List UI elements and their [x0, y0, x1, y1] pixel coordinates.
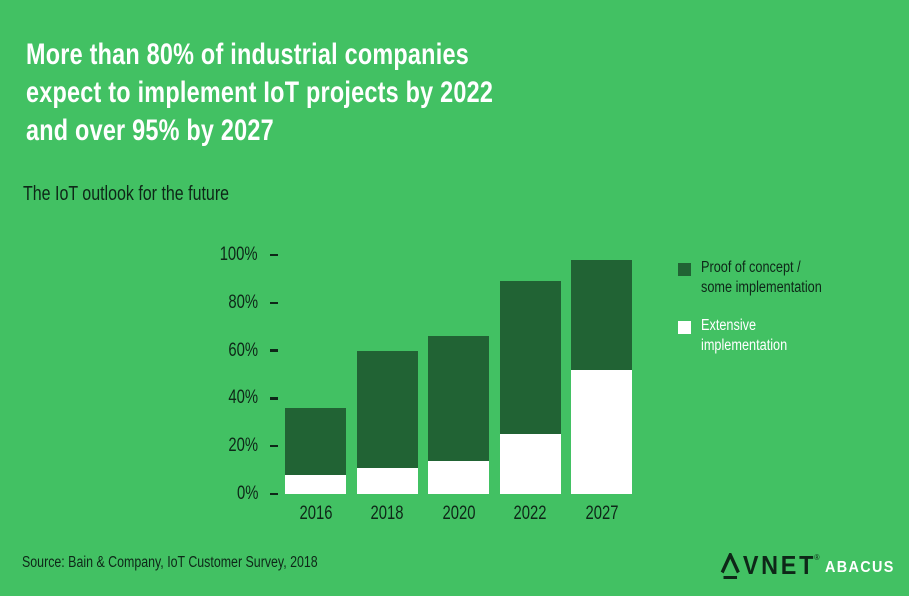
bar-segment-proof-of-concept-some-implementation: [499, 281, 561, 435]
y-axis-tick-label: 100%: [220, 244, 258, 265]
x-axis-label-2016: 2016: [294, 503, 336, 525]
y-axis-tick-mark: [270, 492, 278, 496]
y-axis-tick-60pct: 60%: [180, 339, 278, 361]
bar-segment-extensive-implementation: [499, 434, 561, 494]
x-axis-label-text: 2027: [585, 503, 618, 524]
legend-item-extensive: Extensive implementation: [678, 317, 858, 356]
y-axis-tick-mark: [270, 349, 278, 352]
avnet-wordmark: VNET: [743, 550, 817, 580]
legend-swatch-poc: [678, 263, 691, 276]
y-axis-tick-label: 0%: [236, 483, 258, 504]
legend-label-line: implementation: [701, 337, 788, 354]
bar-segment-extensive-implementation: [428, 460, 489, 494]
title-line: expect to implement IoT projects by 2022: [26, 76, 494, 109]
y-axis-tick-label: 80%: [228, 291, 258, 313]
legend-label-line: Extensive: [701, 317, 757, 334]
y-axis-tick-mark: [270, 301, 278, 305]
x-axis: 2016 2018 2020 2022 2027: [285, 503, 632, 529]
bar-2027: [571, 259, 632, 494]
x-axis-label-2027: 2027: [580, 503, 622, 525]
y-axis-tick-0pct: 0%: [180, 484, 278, 504]
bar-2022: [499, 281, 561, 494]
legend-label-line: some implementation: [701, 279, 822, 296]
bar-segment-proof-of-concept-some-implementation: [285, 407, 346, 475]
bar-segment-extensive-implementation: [356, 467, 418, 494]
bar-2018: [356, 350, 418, 494]
x-axis-label-text: 2018: [370, 503, 404, 524]
title-line: and over 95% by 2027: [26, 114, 274, 147]
bar-2020: [428, 336, 489, 494]
y-axis: 0% 20% 40% 60% 80% 100%: [180, 245, 278, 504]
bar-segment-proof-of-concept-some-implementation: [356, 350, 418, 468]
source-note: Source: Bain & Company, IoT Customer Sur…: [22, 554, 318, 571]
chart-subtitle: The IoT outlook for the future: [23, 183, 230, 205]
bar-2016: [285, 407, 346, 494]
y-axis-tick-20pct: 20%: [180, 436, 278, 456]
abacus-wordmark: ABACUS: [825, 559, 895, 576]
legend-label: Proof of concept / some implementation: [701, 258, 822, 298]
y-axis-tick-label: 60%: [228, 339, 258, 361]
bar-segment-proof-of-concept-some-implementation: [428, 336, 489, 461]
avnet-logomark-icon: [720, 550, 742, 585]
x-axis-label-text: 2022: [513, 503, 547, 524]
avnet-abacus-logo: VNET ® ABACUS: [720, 548, 895, 585]
bar-segment-extensive-implementation: [285, 474, 346, 494]
plot-area: [285, 255, 632, 494]
x-axis-label-2018: 2018: [366, 503, 408, 525]
y-axis-tick-mark: [270, 444, 278, 448]
legend-swatch-extensive: [678, 321, 691, 334]
y-axis-tick-40pct: 40%: [180, 388, 278, 408]
y-axis-tick-80pct: 80%: [180, 291, 278, 313]
chart-legend: Proof of concept / some implementation E…: [678, 259, 858, 378]
page-title: More than 80% of industrial companies ex…: [26, 36, 493, 150]
x-axis-label-2022: 2022: [509, 503, 551, 525]
y-axis-tick-100pct: 100%: [180, 245, 278, 265]
y-axis-tick-mark: [270, 397, 278, 400]
legend-item-proof-of-concept: Proof of concept / some implementation: [678, 259, 858, 298]
y-axis-tick-label: 20%: [228, 435, 258, 457]
y-axis-tick-label: 40%: [228, 387, 258, 409]
title-line: More than 80% of industrial companies: [26, 38, 469, 71]
legend-label: Extensive implementation: [701, 316, 787, 356]
y-axis-tick-mark: [270, 253, 278, 257]
legend-label-line: Proof of concept /: [701, 259, 801, 276]
x-axis-label-2020: 2020: [437, 503, 479, 525]
x-axis-label-text: 2020: [442, 503, 475, 524]
x-axis-label-text: 2016: [299, 503, 332, 524]
bar-segment-proof-of-concept-some-implementation: [571, 259, 632, 370]
bar-segment-extensive-implementation: [571, 369, 632, 494]
registered-trademark-icon: ®: [814, 553, 820, 562]
